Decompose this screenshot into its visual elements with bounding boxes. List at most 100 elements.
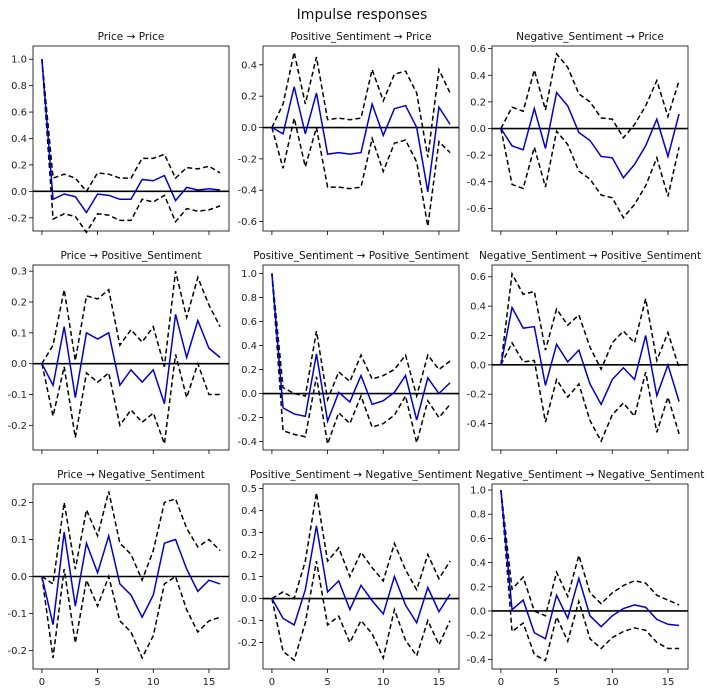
y-tick-label: -0.2 [466,631,486,642]
y-tick-label: -0.1 [237,616,257,627]
irf-panel-4: Price → Positive_Sentiment -0.2 -0.1 0.0 0.1… [7,250,230,454]
y-tick-label: 0.3 [241,528,257,539]
lower-confidence-band [41,354,221,445]
irf-panel-8: Positive_Sentiment → Negative_Sentiment -… [237,469,472,688]
irf-line [271,273,451,425]
irf-panel-3: Negative_Sentiment → Price -0.6 -0.4 -0.2 0.… [466,31,689,235]
y-tick-label: 0.2 [470,97,486,108]
y-tick-label: 1.0 [241,269,257,280]
panel-title: Price → Price [98,31,165,43]
y-tick-label: 0.0 [241,123,257,134]
lower-confidence-band [500,341,680,443]
panel-title: Positive_Sentiment → Price [290,31,431,43]
axes-frame [491,264,689,451]
y-tick-label: 0.0 [470,606,486,617]
y-tick-label: 0.0 [11,572,27,583]
x-tick-label: 5 [324,677,330,688]
y-tick-label: -0.2 [237,638,257,649]
y-tick-label: -0.2 [237,154,257,165]
y-tick-label: 0.4 [470,302,486,313]
y-tick-label: -0.4 [237,437,257,448]
y-tick-label: 0.0 [470,124,486,135]
x-tick-label: 0 [269,677,275,688]
y-tick-label: 0.0 [11,359,27,370]
y-tick-label: 0.5 [241,484,257,495]
y-tick-label: 0.2 [11,160,27,171]
y-tick-label: 0.4 [11,134,27,145]
lower-confidence-band [500,128,680,220]
y-tick-label: 1.0 [11,55,27,66]
irf-line [271,525,451,627]
upper-confidence-band [41,491,221,586]
irf-line [500,305,680,407]
y-tick-label: 0.6 [470,44,486,55]
y-tick-label: 0.2 [470,582,486,593]
x-tick-label: 10 [377,677,390,688]
upper-confidence-band [271,492,451,600]
y-tick-label: 0.0 [11,187,27,198]
upper-confidence-band [500,489,680,617]
y-tick-label: 1.0 [470,486,486,497]
y-tick-label: -0.2 [7,213,27,224]
x-tick-label: 10 [606,677,619,688]
irf-line [500,489,680,640]
y-tick-label: -0.2 [237,413,257,424]
x-tick-label: 15 [203,677,216,688]
panel-title: Negative_Sentiment → Negative_Sentiment [476,469,705,481]
y-tick-label: 0.0 [470,360,486,371]
irf-line [500,90,680,180]
x-tick-label: 5 [94,677,100,688]
axes-frame [262,483,460,670]
irf-line [41,531,221,625]
y-tick-label: 0.6 [241,317,257,328]
irf-line [41,314,221,404]
lower-confidence-band [41,568,221,660]
panel-title: Price → Negative_Sentiment [57,469,205,481]
x-tick-label: 0 [39,677,45,688]
y-tick-label: 0.4 [241,506,257,517]
axes-frame [491,45,689,232]
y-tick-label: -0.2 [466,390,486,401]
y-tick-label: 0.4 [470,558,486,569]
y-tick-label: 0.2 [11,498,27,509]
y-tick-label: -0.4 [466,177,486,188]
panel-title: Price → Positive_Sentiment [60,250,201,262]
y-tick-label: -0.2 [7,421,27,432]
axes-frame [32,45,230,232]
irf-line [41,59,221,214]
axes-frame [262,264,460,451]
panels-grid: Price → Price-0.20.00.20.40.60.81.0Posit… [7,31,704,688]
y-tick-label: 0.2 [241,550,257,561]
upper-confidence-band [41,270,221,367]
y-tick-label: -0.4 [466,655,486,666]
y-tick-label: -0.2 [466,151,486,162]
y-tick-label: 0.6 [11,108,27,119]
y-tick-label: 0.8 [11,81,27,92]
axes-frame [262,45,460,232]
upper-confidence-band [271,273,451,403]
axes-frame [491,483,689,670]
y-tick-label: 0.2 [11,298,27,309]
irf-panel-2: Positive_Sentiment → Price -0.6 -0.4 -0.2 0.… [237,31,460,235]
lower-confidence-band [41,59,221,234]
upper-confidence-band [500,271,680,372]
irf-line [271,86,451,192]
y-tick-label: 0.6 [470,534,486,545]
y-tick-label: 0.0 [241,389,257,400]
y-tick-label: 0.8 [470,510,486,521]
y-tick-label: 0.2 [241,365,257,376]
lower-confidence-band [271,117,451,227]
y-tick-label: 0.3 [11,267,27,278]
irf-panel-5: Positive_Sentiment → Positive_Sentiment -… [237,250,469,454]
y-tick-label: 0.6 [470,272,486,283]
panel-title: Positive_Sentiment → Positive_Sentiment [253,250,468,262]
axes-frame [32,264,230,451]
y-tick-label: -0.1 [7,609,27,620]
x-tick-label: 10 [147,677,160,688]
irf-panel-6: Negative_Sentiment → Positive_Sentiment -… [466,250,701,454]
irf-panel-1: Price → Price -0.2 0.0 0.2 0.4 0.6 0.8 1.0 [7,31,230,235]
x-tick-label: 5 [553,677,559,688]
y-tick-label: -0.6 [237,217,257,228]
y-tick-label: -0.4 [237,186,257,197]
